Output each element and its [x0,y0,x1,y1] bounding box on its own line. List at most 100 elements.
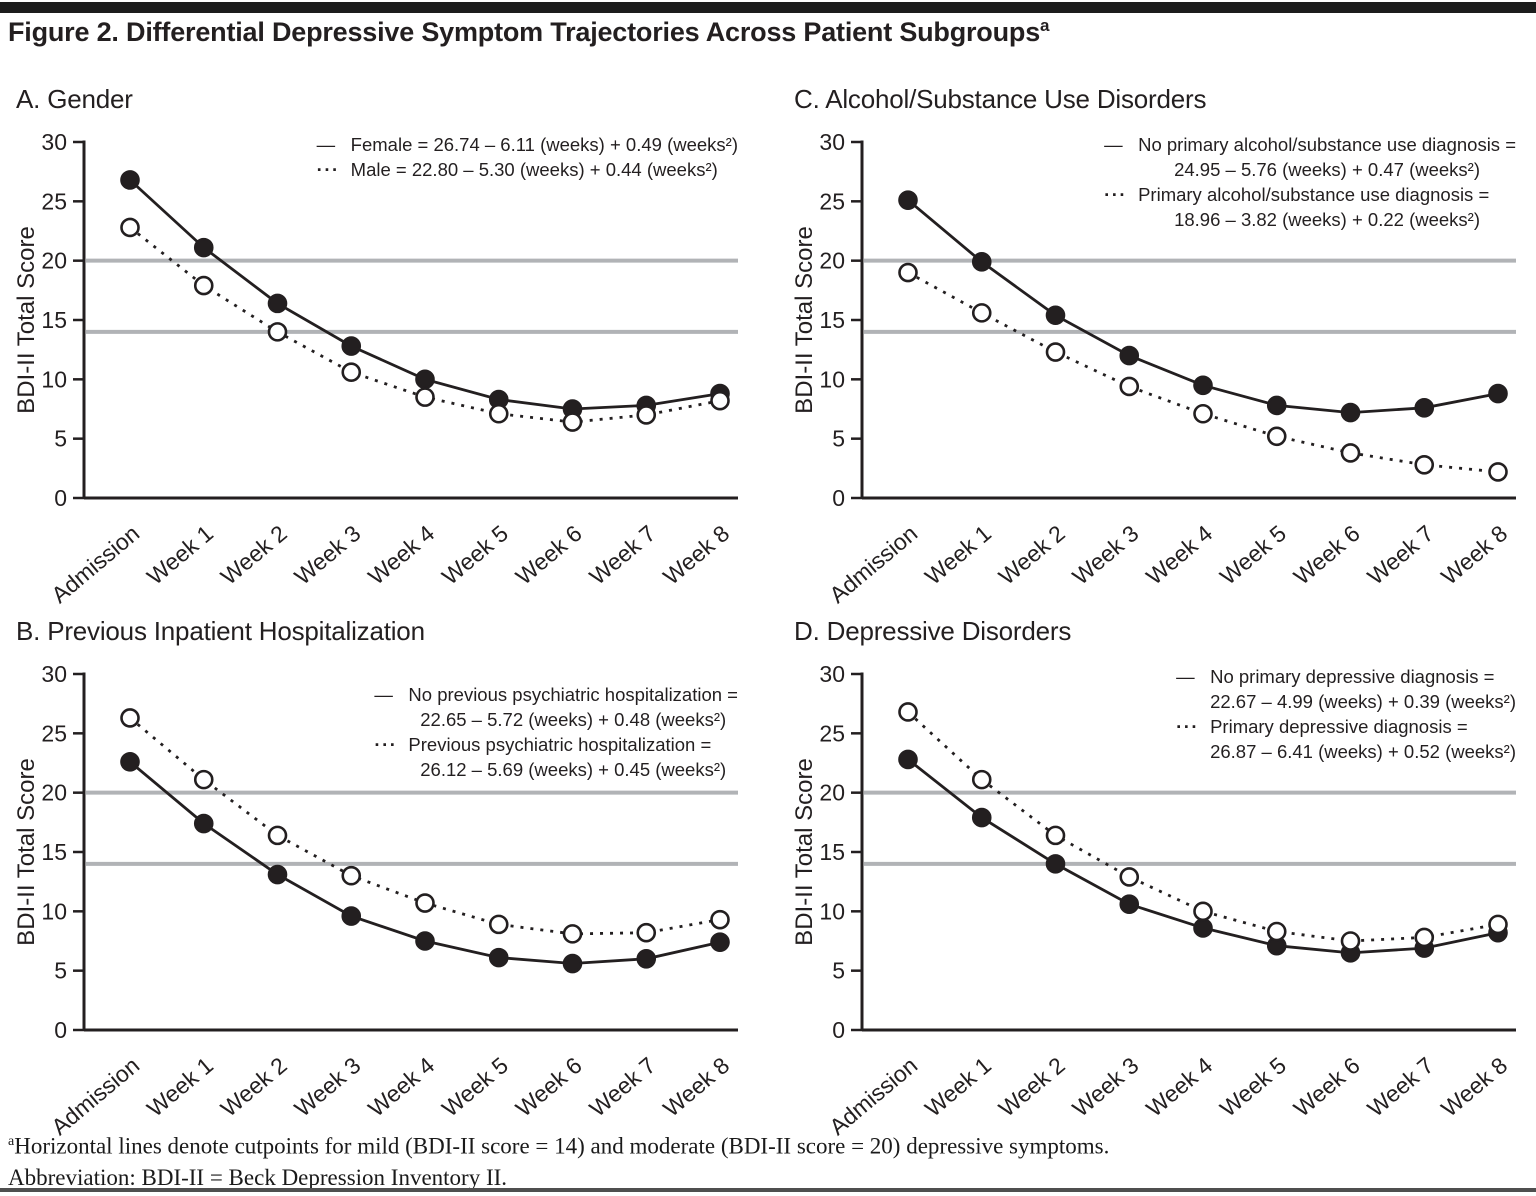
x-tick-label: Week 2 [994,1052,1070,1122]
y-tick-label: 30 [41,129,67,155]
open-data-point-marker [415,893,435,913]
filled-data-point-marker [1045,854,1066,874]
axes: 0 5 10 15 20 25 30 [819,129,1516,511]
figure-title-text: Figure 2. Differential Depressive Sympto… [8,17,1041,47]
legend-text: No primary alcohol/substance use diagnos… [1138,134,1516,155]
y-tick-label: 15 [41,839,67,865]
filled-data-point-marker [120,752,140,772]
y-tick-label: 10 [41,366,67,392]
legend-text: Previous psychiatric hospitalization = [408,734,712,755]
top-rule [0,2,1536,13]
x-tick-label: Week 6 [1289,1052,1365,1122]
y-tick-label: 10 [41,898,67,924]
open-data-point-marker [1119,867,1140,887]
y-tick-label: 15 [819,307,845,333]
solid-line-key-icon: — [1176,666,1195,687]
footnote: aHorizontal lines denote cutpoints for m… [8,1126,1109,1193]
x-tick-label: Week 8 [658,1052,734,1122]
dashed-line-key-icon: ··· [374,734,398,755]
open-data-point-marker [898,702,918,722]
filled-data-point-marker [1045,305,1066,326]
chart-area: 0 5 10 15 20 25 30 BDI-II Total Score Admission W… [10,120,756,610]
x-tick-label: Week 7 [584,1052,660,1122]
y-tick-label: 25 [819,720,845,746]
filled-data-point-marker [267,293,288,314]
panel-previous-hospitalization: B. Previous Inpatient Hospitalization 0 5… [10,616,758,1146]
legend-entry: — No primary alcohol/substance use diagno… [1104,132,1516,182]
y-tick-label: 30 [819,129,845,155]
legend-label: — No previous psychiatric hospitalization… [374,682,738,707]
y-axis-label: BDI-II Total Score [13,758,40,946]
filled-data-point-marker [898,749,918,770]
dashed-line-key-icon: ··· [1104,184,1128,205]
footnote-line-2: Abbreviation: BDI-II = Beck Depression I… [8,1164,508,1190]
x-tick-label: Week 3 [289,1052,365,1122]
open-data-point-marker [488,914,509,935]
y-tick-label: 0 [832,485,845,511]
panel-title: A. Gender [16,84,133,114]
dashed-line-key-icon: ··· [316,159,340,180]
open-data-point-marker [1414,927,1435,948]
panel-alcohol-substance-use: C. Alcohol/Substance Use Disorders 0 5 10 1… [788,84,1536,614]
legend-equation: 26.87 – 6.41 (weeks) + 0.52 (weeks²) [1210,741,1516,762]
y-tick-label: 15 [819,839,845,865]
y-tick-label: 30 [819,661,845,687]
open-data-point-marker [636,922,657,943]
x-tick-label: Week 6 [511,520,587,590]
y-tick-label: 10 [819,898,845,924]
y-tick-label: 20 [41,780,67,806]
x-tick-label: Week 6 [1289,520,1365,590]
x-tick-label: Week 3 [1067,1052,1143,1122]
solid-line-key-icon: — [1104,134,1123,155]
legend: — No primary depressive diagnosis = 22.67 … [1176,664,1516,764]
legend-equation: 22.65 – 5.72 (weeks) + 0.48 (weeks²) [420,709,727,730]
open-data-point-marker [636,405,657,425]
x-tick-label: Week 8 [658,520,734,590]
panel-gender: A. Gender 0 5 10 15 20 25 30 BDI-II Total Score… [10,84,758,614]
legend: — No previous psychiatric hospitalization… [374,682,738,782]
open-data-point-marker [1488,914,1508,935]
y-tick-label: 20 [41,248,67,274]
x-tick-label: Week 6 [511,1052,587,1122]
filled-data-point-marker [267,864,288,885]
open-data-point-marker [1045,825,1066,846]
y-tick-label: 5 [832,426,845,452]
y-axis-label: BDI-II Total Score [13,226,40,414]
open-data-point-marker [1266,921,1287,942]
chart-area: 0 5 10 15 20 25 30 BDI-II Total Score Admission W… [10,652,756,1142]
legend-entry: — Female = 26.74 – 6.11 (weeks) + 0.49 (w… [317,132,738,157]
open-data-point-marker [267,322,288,342]
filled-data-point-marker [971,252,992,272]
legend-label: ··· Male = 22.80 – 5.30 (weeks) + 0.44 (w… [317,157,738,182]
x-tick-label: Week 2 [216,520,292,590]
x-tick-label: Week 2 [994,520,1070,590]
x-tick-label: Week 3 [289,520,365,590]
open-data-point-marker [971,769,992,790]
solid-line-key-icon: — [316,134,336,155]
legend-entry: — No primary depressive diagnosis = 22.67 … [1176,664,1516,714]
x-tick-label: Week 1 [920,1052,996,1122]
filled-data-point-marker [1193,918,1213,938]
open-data-point-marker [898,262,918,283]
panel-title: C. Alcohol/Substance Use Disorders [794,84,1207,114]
open-data-point-marker [415,387,435,407]
open-data-point-marker [341,865,362,886]
y-tick-label: 30 [41,661,67,687]
x-tick-label: Week 4 [1141,1052,1217,1122]
legend-equation: 24.95 – 5.76 (weeks) + 0.47 (weeks²) [1174,159,1480,180]
open-data-point-marker [562,924,583,944]
chart-area: 0 5 10 15 20 25 30 BDI-II Total Score Admission W… [788,652,1534,1142]
filled-data-point-marker [488,947,509,968]
footnote-superscript: a [8,1134,15,1149]
filled-data-point-marker [1488,383,1508,404]
y-tick-label: 25 [41,188,67,214]
x-tick-label: Week 1 [142,1052,218,1122]
series-line-dashed [907,710,1499,943]
open-data-point-marker [710,390,730,411]
open-data-point-marker [193,769,214,790]
x-tick-label: Week 2 [216,1052,292,1122]
open-data-point-marker [120,708,140,728]
legend-entry: ··· Previous psychiatric hospitalization … [374,732,738,782]
